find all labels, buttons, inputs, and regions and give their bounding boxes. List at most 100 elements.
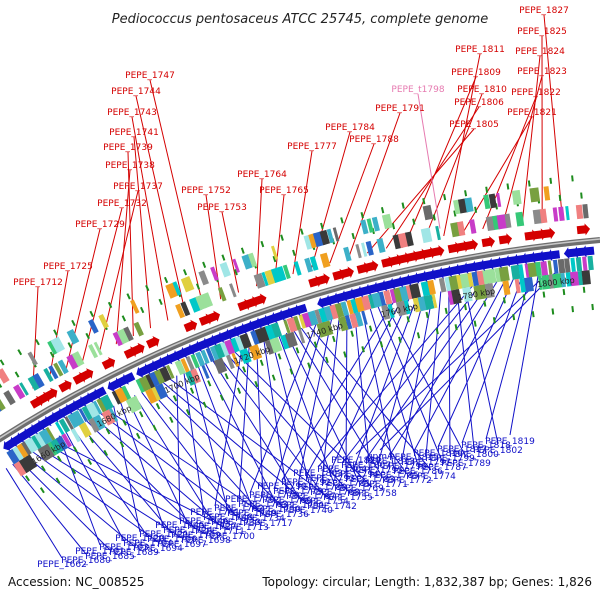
- feature-block: [334, 302, 345, 318]
- feature-block: [298, 329, 306, 344]
- feature-block: [318, 307, 329, 323]
- tick-mark: [474, 206, 478, 213]
- feature-block: [78, 408, 88, 423]
- tick-mark: [240, 247, 245, 254]
- forward-gene-callout-line: [65, 228, 101, 371]
- reverse-gene-label: PEPE_1703: [99, 543, 149, 553]
- feature-block: [467, 272, 474, 287]
- feature-block: [332, 227, 340, 242]
- feature-block: [423, 294, 435, 310]
- feature-block: [100, 394, 114, 411]
- reverse-gene-callout-line: [214, 348, 243, 507]
- tick-mark: [527, 180, 531, 187]
- forward-gene-label: PEPE_1739: [103, 143, 153, 153]
- tick-mark: [35, 339, 40, 346]
- tick-mark: [169, 416, 174, 423]
- forward-gene-arrow: [101, 357, 116, 370]
- feature-block: [552, 259, 559, 275]
- tick-mark: [39, 487, 45, 494]
- tick-mark: [40, 465, 46, 472]
- tick-mark: [202, 401, 207, 408]
- feature-block: [0, 396, 6, 411]
- feature-block: [165, 282, 179, 299]
- reverse-gene-label: PEPE_1720: [115, 534, 165, 544]
- feature-block: [92, 400, 103, 415]
- feature-block: [232, 258, 240, 273]
- reverse-gene-label: PEPE_1800: [449, 450, 499, 460]
- tick-mark: [85, 332, 90, 340]
- feature-block: [185, 355, 195, 371]
- reverse-gene-callout-line: [385, 303, 467, 458]
- tick-mark: [422, 198, 426, 205]
- reverse-gene-label: PEPE_1793: [305, 474, 355, 484]
- feature-block: [37, 446, 50, 462]
- forward-gene-label: PEPE_1806: [454, 98, 504, 108]
- reverse-gene-arrow: [529, 251, 544, 264]
- feature-block: [340, 301, 350, 317]
- reverse-gene-label: PEPE_1785: [369, 471, 419, 481]
- reverse-gene-callout-line: [92, 416, 221, 526]
- reverse-gene-callout-line: [106, 408, 269, 518]
- reverse-gene-callout-line: [379, 272, 556, 451]
- reverse-gene-arrow: [93, 386, 107, 400]
- forward-gene-callout-line: [329, 143, 375, 264]
- feature-block: [201, 364, 210, 379]
- tick-mark: [126, 293, 131, 300]
- feature-block: [81, 404, 95, 421]
- feature-block: [344, 314, 353, 330]
- reverse-gene-callout-line: [85, 420, 197, 530]
- reverse-gene-label: PEPE_1711: [195, 527, 245, 537]
- feature-block: [403, 299, 411, 315]
- feature-block: [195, 351, 206, 367]
- feature-block: [459, 273, 471, 289]
- reverse-gene-arrow: [572, 246, 586, 259]
- reverse-gene-label: PEPE_1813: [365, 457, 415, 467]
- feature-block: [250, 329, 262, 346]
- reverse-gene-callout-line: [5, 468, 63, 559]
- forward-gene-callout-line: [135, 95, 186, 314]
- reverse-gene-label: PEPE_1698: [181, 536, 231, 546]
- reverse-gene-callout-line: [197, 366, 253, 508]
- tick-mark: [89, 310, 94, 317]
- feature-block: [537, 275, 543, 291]
- forward-gene-label: PEPE_1777: [287, 142, 337, 152]
- forward-gene-callout-line: [133, 136, 152, 329]
- tick-mark: [320, 222, 324, 230]
- tick-mark: [145, 284, 150, 292]
- tick-mark: [105, 428, 111, 435]
- feature-block: [360, 242, 368, 257]
- reverse-gene-callout-line: [212, 360, 301, 500]
- feature-block: [190, 368, 202, 384]
- reverse-gene-callout-line: [204, 363, 277, 504]
- reverse-gene-callout-line: [317, 285, 474, 468]
- forward-gene-label: PEPE_1741: [109, 128, 159, 138]
- feature-block: [323, 305, 335, 322]
- tick-mark: [549, 177, 553, 184]
- reverse-gene-callout-line: [345, 314, 348, 478]
- tick-mark: [361, 346, 365, 353]
- forward-gene-label: PEPE_1823: [517, 67, 567, 77]
- feature-block: [38, 428, 53, 445]
- forward-gene-arrow: [364, 260, 379, 272]
- feature-block: [145, 373, 156, 389]
- feature-block: [138, 374, 153, 392]
- reverse-gene-callout-line: [448, 289, 451, 453]
- feature-block: [53, 362, 64, 377]
- tick-mark: [387, 320, 392, 327]
- feature-block: [108, 407, 119, 422]
- forward-gene-label: PEPE_1729: [75, 220, 125, 230]
- reverse-gene-label: PEPE_1700: [205, 532, 255, 542]
- feature-block: [314, 309, 323, 324]
- feature-block: [45, 427, 56, 441]
- tick-mark: [67, 342, 73, 349]
- feature-block: [284, 331, 298, 348]
- feature-block: [539, 208, 548, 224]
- tick-mark: [182, 269, 188, 276]
- feature-block: [78, 422, 92, 438]
- feature-block: [71, 351, 85, 367]
- tick-mark: [580, 192, 583, 199]
- reverse-gene-callout-line: [329, 298, 410, 473]
- tick-mark: [531, 311, 535, 318]
- tick-mark: [135, 432, 141, 440]
- reverse-gene-callout-line: [464, 286, 499, 445]
